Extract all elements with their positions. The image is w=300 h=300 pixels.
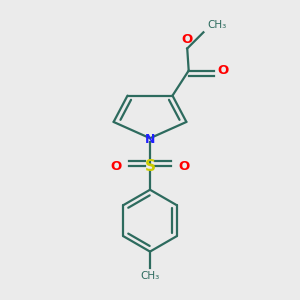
Text: O: O [217,64,229,77]
Text: CH₃: CH₃ [140,271,160,281]
Text: CH₃: CH₃ [207,20,226,30]
Text: O: O [178,160,190,173]
Text: O: O [182,33,193,46]
Text: O: O [110,160,122,173]
Text: N: N [145,133,155,146]
Text: S: S [145,159,155,174]
